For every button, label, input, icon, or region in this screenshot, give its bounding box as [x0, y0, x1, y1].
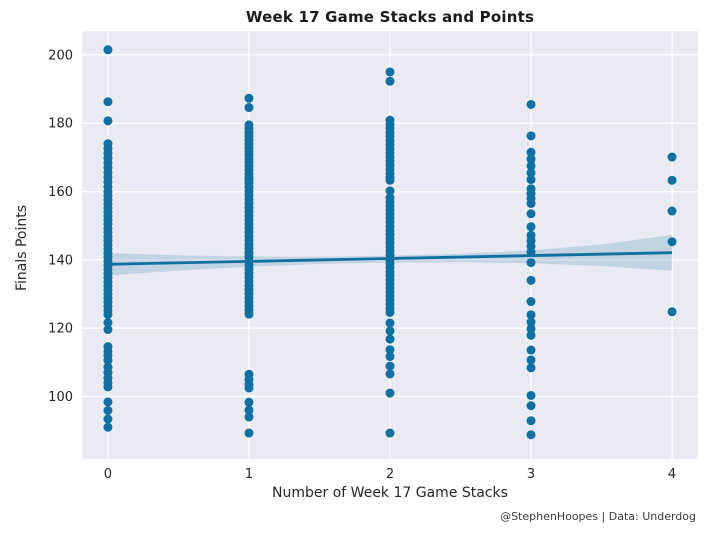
data-point: [526, 99, 536, 109]
data-point: [244, 428, 254, 438]
data-point: [385, 369, 395, 379]
data-point: [667, 152, 677, 162]
data-point: [103, 355, 113, 365]
confidence-band: [107, 234, 673, 276]
data-point: [667, 237, 677, 247]
data-point: [526, 317, 536, 327]
data-point: [526, 363, 536, 373]
data-point: [667, 206, 677, 216]
data-point: [244, 93, 254, 103]
data-point: [244, 309, 254, 319]
data-point: [526, 297, 536, 307]
x-tick-label: 0: [104, 467, 112, 482]
data-point: [244, 405, 254, 415]
data-point: [103, 97, 113, 107]
chart-title: Week 17 Game Stacks and Points: [245, 8, 535, 26]
data-point: [526, 310, 536, 320]
data-point: [385, 318, 395, 328]
data-point: [244, 103, 254, 113]
data-point: [667, 175, 677, 185]
data-point: [385, 345, 395, 355]
data-point: [526, 209, 536, 219]
data-point: [103, 397, 113, 407]
y-tick-label: 100: [48, 390, 73, 405]
data-point: [526, 416, 536, 426]
data-point: [526, 390, 536, 400]
data-point: [526, 154, 536, 164]
y-tick-label: 200: [48, 48, 73, 63]
data-point: [526, 198, 536, 208]
data-point: [526, 430, 536, 440]
y-tick-label: 180: [48, 117, 73, 132]
data-point: [103, 310, 113, 320]
data-point: [526, 222, 536, 232]
data-point: [526, 147, 536, 157]
data-point: [667, 307, 677, 317]
data-point: [385, 326, 395, 336]
y-tick-label: 160: [48, 185, 73, 200]
x-tick-label: 3: [527, 467, 535, 482]
data-point: [385, 76, 395, 86]
data-point: [385, 307, 395, 317]
data-point: [244, 412, 254, 422]
x-tick-label: 4: [668, 467, 676, 482]
data-point: [103, 318, 113, 328]
data-point: [526, 175, 536, 185]
x-axis-label: Number of Week 17 Game Stacks: [272, 485, 508, 501]
data-point: [103, 45, 113, 55]
data-point: [244, 397, 254, 407]
data-point: [385, 175, 395, 185]
data-point: [526, 275, 536, 285]
attribution-text: @StephenHoopes | Data: Underdog: [500, 510, 696, 523]
data-point: [526, 131, 536, 141]
data-point: [244, 383, 254, 393]
y-tick-label: 140: [48, 253, 73, 268]
data-point: [526, 401, 536, 411]
data-point: [103, 405, 113, 415]
data-point: [526, 258, 536, 268]
data-point: [526, 324, 536, 334]
data-point: [103, 116, 113, 126]
data-point: [103, 414, 113, 424]
data-point: [385, 428, 395, 438]
data-point: [385, 334, 395, 344]
data-point: [526, 161, 536, 171]
data-point: [526, 168, 536, 178]
data-point: [385, 352, 395, 362]
regression-line: [107, 251, 673, 266]
data-point: [526, 355, 536, 365]
data-point: [526, 330, 536, 340]
data-point: [385, 361, 395, 371]
data-point: [103, 382, 113, 392]
data-point: [385, 186, 395, 196]
data-point: [103, 422, 113, 432]
data-point: [385, 67, 395, 77]
y-tick-label: 120: [48, 322, 73, 337]
data-point: [103, 325, 113, 335]
x-tick-label: 2: [386, 467, 394, 482]
data-point: [385, 388, 395, 398]
data-point: [526, 345, 536, 355]
x-tick-label: 1: [245, 467, 253, 482]
